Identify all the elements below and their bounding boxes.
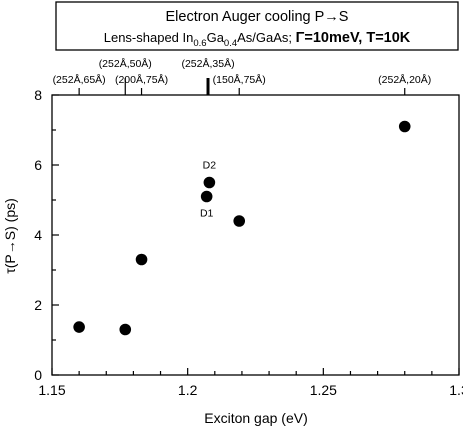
top-annotations: (252Å,65Å) (252Å,50Å) (200Å,75Å) (252Å,35Å)… [53, 57, 431, 95]
y-tick-label: 4 [34, 227, 42, 243]
y-tick-label: 6 [34, 157, 42, 173]
top-annotation-label: (252Å,20Å) [378, 73, 431, 86]
y-tick-label: 2 [34, 297, 42, 313]
data-point [398, 120, 411, 133]
chart-subtitle: Lens-shaped In0.6Ga0.4As/GaAs; Γ=10meV, … [104, 30, 411, 49]
x-tick-label: 1.25 [310, 382, 337, 398]
top-annotation-label: (150Å,75Å) [213, 73, 266, 86]
point-label: D1 [200, 208, 214, 220]
data-point [203, 176, 216, 189]
data-point [233, 215, 246, 227]
point-label: D2 [203, 160, 217, 172]
data-point [119, 323, 132, 336]
chart-title: Electron Auger cooling P→S [166, 9, 349, 25]
data-points: D1 D2 [73, 120, 411, 336]
top-annotation-label: (252Å,35Å) [181, 57, 234, 70]
x-tick-label: 1.3 [449, 382, 463, 398]
y-axis-label: τ(P→S) (ps) [2, 198, 18, 274]
title-box: Electron Auger cooling P→S Lens-shaped I… [55, 1, 459, 51]
x-tick-label: 1.15 [38, 382, 65, 398]
y-tick-label: 0 [34, 367, 42, 383]
data-point [135, 253, 148, 266]
data-point [73, 321, 85, 333]
top-annotation-label: (252Å,50Å) [99, 57, 152, 70]
top-annotation-label: (252Å,65Å) [53, 73, 106, 86]
y-ticks: 0 2 4 6 8 [34, 87, 59, 383]
data-point [200, 190, 213, 203]
y-tick-label: 8 [34, 87, 42, 103]
x-ticks: 1.15 1.2 1.25 1.3 [38, 368, 463, 398]
x-axis-label: Exciton gap (eV) [204, 410, 308, 426]
title-frame [55, 1, 459, 51]
x-tick-label: 1.2 [178, 382, 198, 398]
plot-frame [51, 94, 460, 376]
top-annotation-label: (200Å,75Å) [115, 73, 168, 86]
